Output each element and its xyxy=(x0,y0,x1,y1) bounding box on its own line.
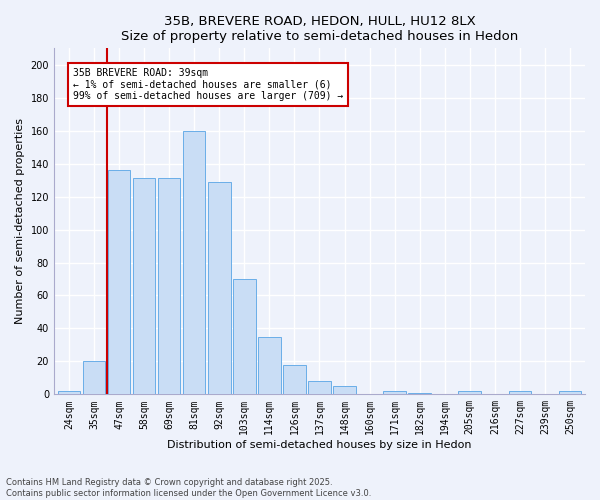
Bar xyxy=(83,362,105,394)
X-axis label: Distribution of semi-detached houses by size in Hedon: Distribution of semi-detached houses by … xyxy=(167,440,472,450)
Bar xyxy=(58,391,80,394)
Bar xyxy=(458,391,481,394)
Bar xyxy=(409,392,431,394)
Bar xyxy=(559,391,581,394)
Bar xyxy=(383,391,406,394)
Title: 35B, BREVERE ROAD, HEDON, HULL, HU12 8LX
Size of property relative to semi-detac: 35B, BREVERE ROAD, HEDON, HULL, HU12 8LX… xyxy=(121,15,518,43)
Bar xyxy=(183,130,205,394)
Y-axis label: Number of semi-detached properties: Number of semi-detached properties xyxy=(15,118,25,324)
Bar xyxy=(208,182,230,394)
Bar xyxy=(133,178,155,394)
Bar xyxy=(233,279,256,394)
Bar xyxy=(283,364,305,394)
Text: Contains HM Land Registry data © Crown copyright and database right 2025.
Contai: Contains HM Land Registry data © Crown c… xyxy=(6,478,371,498)
Bar xyxy=(258,336,281,394)
Bar xyxy=(158,178,181,394)
Bar xyxy=(308,381,331,394)
Text: 35B BREVERE ROAD: 39sqm
← 1% of semi-detached houses are smaller (6)
99% of semi: 35B BREVERE ROAD: 39sqm ← 1% of semi-det… xyxy=(73,68,343,102)
Bar xyxy=(333,386,356,394)
Bar xyxy=(108,170,130,394)
Bar xyxy=(509,391,531,394)
